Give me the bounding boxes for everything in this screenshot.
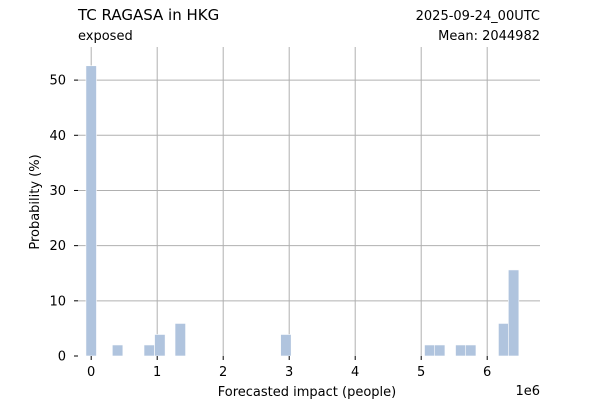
- histogram-bar: [434, 344, 446, 357]
- histogram-bar: [498, 323, 510, 357]
- grid: [78, 47, 540, 356]
- x-axis-label: Forecasted impact (people): [218, 385, 396, 400]
- chart-subtitle: exposed: [78, 29, 133, 44]
- x-tick-label: 5: [417, 365, 425, 380]
- chart-title: TC RAGASA in HKG: [77, 6, 219, 24]
- y-tick-label: 10: [49, 294, 66, 309]
- y-tick-label: 50: [49, 74, 66, 89]
- y-tick-label: 20: [49, 239, 66, 254]
- x-tick-label: 0: [87, 365, 95, 380]
- mean-label: Mean: 2044982: [438, 29, 540, 44]
- histogram-bars: [85, 65, 520, 357]
- y-tick-label: 40: [49, 129, 66, 144]
- x-tick-label: 4: [351, 365, 359, 380]
- x-tick-label: 6: [483, 365, 491, 380]
- x-axis-ticks: 0 1 2 3 4 5 6: [87, 356, 491, 380]
- y-tick-label: 0: [58, 350, 66, 365]
- histogram-bar: [154, 334, 166, 357]
- histogram-bar: [174, 323, 186, 357]
- histogram-bar: [143, 344, 155, 357]
- x-tick-label: 1: [153, 365, 161, 380]
- histogram-bar: [85, 65, 97, 357]
- x-axis-offset-label: 1e6: [515, 384, 540, 399]
- y-axis-ticks: 0 10 20 30 40 50: [49, 74, 78, 365]
- histogram-bar: [508, 269, 520, 357]
- histogram-bar: [112, 344, 124, 357]
- histogram-bar: [465, 344, 477, 357]
- x-tick-label: 2: [219, 365, 227, 380]
- y-tick-label: 30: [49, 184, 66, 199]
- x-tick-label: 3: [285, 365, 293, 380]
- forecast-run-label: 2025-09-24_00UTC: [416, 9, 540, 24]
- histogram-bar: [280, 334, 292, 357]
- histogram-bar: [455, 344, 467, 357]
- y-axis-label: Probability (%): [28, 154, 43, 249]
- histogram-bar: [424, 344, 436, 357]
